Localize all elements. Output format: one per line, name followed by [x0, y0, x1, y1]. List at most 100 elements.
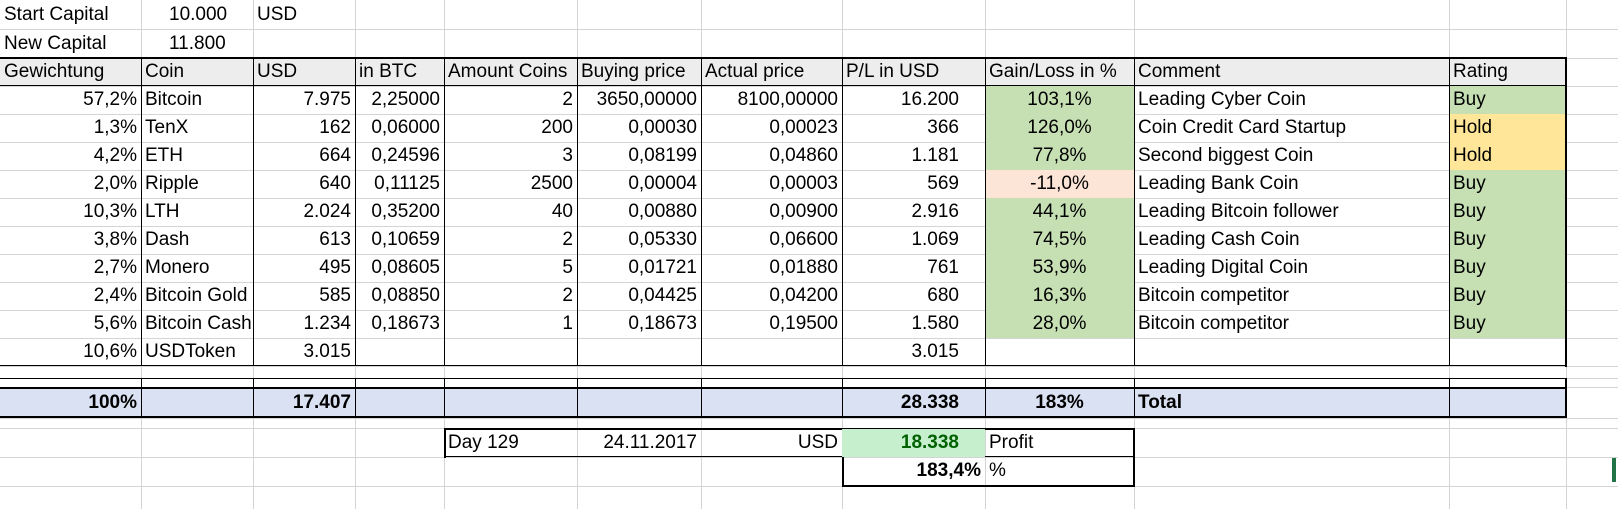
total-gain[interactable]: 183%: [1035, 392, 1084, 413]
cell-gl-1[interactable]: 103,1%: [985, 86, 1134, 114]
cell-act-6[interactable]: 0,06600: [769, 229, 838, 250]
header-gain-loss[interactable]: Gain/Loss in %: [989, 61, 1117, 82]
cell-btc-1[interactable]: 2,25000: [371, 89, 440, 110]
cell-comment-7[interactable]: Leading Digital Coin: [1138, 257, 1309, 278]
cell-usd-3[interactable]: 664: [319, 145, 351, 166]
header-pl-usd[interactable]: P/L in USD: [846, 61, 940, 82]
cell-act-2[interactable]: 0,00023: [769, 117, 838, 138]
cell-buy-1[interactable]: 3650,00000: [596, 89, 697, 110]
cell-buy-3[interactable]: 0,08199: [628, 145, 697, 166]
cell-usd-1[interactable]: 7.975: [303, 89, 351, 110]
cell-act-3[interactable]: 0,04860: [769, 145, 838, 166]
cell-usd-10[interactable]: 3.015: [303, 341, 351, 362]
cell-gl-5[interactable]: 44,1%: [985, 198, 1134, 226]
cell-btc-10[interactable]: [355, 338, 444, 366]
start-capital-label[interactable]: Start Capital: [4, 4, 109, 25]
header-in-btc[interactable]: in BTC: [359, 61, 418, 82]
cell-act-7[interactable]: 0,01880: [769, 257, 838, 278]
cell-pl-10[interactable]: 3.015: [911, 341, 959, 362]
cell-coin-2[interactable]: TenX: [145, 117, 189, 138]
new-capital-value[interactable]: 11.800: [169, 33, 226, 54]
cell-coin-7[interactable]: Monero: [145, 257, 210, 278]
cell-btc-9[interactable]: 0,18673: [371, 313, 440, 334]
cell-gl-4[interactable]: -11,0%: [985, 170, 1134, 198]
summary-profit-value[interactable]: 18.338: [842, 429, 985, 457]
cell-btc-6[interactable]: 0,10659: [371, 229, 440, 250]
cell-usd-5[interactable]: 2.024: [303, 201, 351, 222]
cell-rating-8[interactable]: Buy: [1449, 282, 1566, 310]
cell-rating-5[interactable]: Buy: [1449, 198, 1566, 226]
cell-amt-2[interactable]: 200: [541, 117, 573, 138]
cell-amt-9[interactable]: 1: [562, 313, 573, 334]
summary-currency[interactable]: USD: [797, 432, 838, 453]
cell-rating-1[interactable]: Buy: [1449, 86, 1566, 114]
cell-comment-1[interactable]: Leading Cyber Coin: [1138, 89, 1306, 110]
cell-w-3[interactable]: 4,2%: [93, 145, 137, 166]
summary-percent-unit[interactable]: %: [989, 460, 1006, 481]
cell-pl-7[interactable]: 761: [927, 257, 959, 278]
cell-gl-10[interactable]: [985, 338, 1134, 366]
cell-buy-10[interactable]: [577, 338, 701, 366]
cell-w-5[interactable]: 10,3%: [83, 201, 137, 222]
cell-coin-5[interactable]: LTH: [145, 201, 180, 222]
cell-w-7[interactable]: 2,7%: [93, 257, 137, 278]
start-capital-currency[interactable]: USD: [257, 4, 298, 25]
cell-comment-9[interactable]: Bitcoin competitor: [1138, 313, 1290, 334]
header-coin[interactable]: Coin: [145, 61, 185, 82]
header-buying-price[interactable]: Buying price: [581, 61, 686, 82]
cell-coin-10[interactable]: USDToken: [145, 341, 236, 362]
cell-amt-8[interactable]: 2: [562, 285, 573, 306]
cell-w-1[interactable]: 57,2%: [83, 89, 137, 110]
cell-amt-10[interactable]: [444, 338, 577, 366]
cell-gl-8[interactable]: 16,3%: [985, 282, 1134, 310]
total-usd[interactable]: 17.407: [292, 392, 351, 413]
total-weight[interactable]: 100%: [88, 392, 137, 413]
cell-btc-4[interactable]: 0,11125: [374, 173, 440, 194]
cell-usd-4[interactable]: 640: [319, 173, 351, 194]
cell-amt-7[interactable]: 5: [562, 257, 573, 278]
cell-pl-9[interactable]: 1.580: [911, 313, 959, 334]
cell-buy-7[interactable]: 0,01721: [628, 257, 697, 278]
summary-day[interactable]: Day 129: [448, 432, 519, 453]
cell-act-10[interactable]: [701, 338, 842, 366]
cell-usd-2[interactable]: 162: [319, 117, 351, 138]
cell-amt-4[interactable]: 2500: [530, 173, 573, 194]
sheet-edge-handle[interactable]: [1612, 458, 1616, 482]
cell-rating-4[interactable]: Buy: [1449, 170, 1566, 198]
cell-gl-9[interactable]: 28,0%: [985, 310, 1134, 338]
cell-pl-4[interactable]: 569: [927, 173, 959, 194]
cell-usd-7[interactable]: 495: [319, 257, 351, 278]
cell-w-4[interactable]: 2,0%: [93, 173, 137, 194]
cell-comment-5[interactable]: Leading Bitcoin follower: [1138, 201, 1339, 222]
total-label[interactable]: Total: [1138, 392, 1182, 413]
header-comment[interactable]: Comment: [1138, 61, 1221, 82]
cell-act-5[interactable]: 0,00900: [769, 201, 838, 222]
cell-buy-6[interactable]: 0,05330: [628, 229, 697, 250]
header-rating[interactable]: Rating: [1453, 61, 1508, 82]
cell-w-9[interactable]: 5,6%: [93, 313, 137, 334]
header-actual-price[interactable]: Actual price: [705, 61, 805, 82]
cell-comment-10[interactable]: [1134, 338, 1449, 366]
cell-pl-8[interactable]: 680: [927, 285, 959, 306]
cell-amt-3[interactable]: 3: [562, 145, 573, 166]
total-pl[interactable]: 28.338: [900, 392, 959, 413]
cell-coin-1[interactable]: Bitcoin: [145, 89, 203, 110]
cell-usd-6[interactable]: 613: [319, 229, 351, 250]
cell-gl-2[interactable]: 126,0%: [985, 114, 1134, 142]
cell-pl-1[interactable]: 16.200: [900, 89, 959, 110]
cell-comment-8[interactable]: Bitcoin competitor: [1138, 285, 1290, 306]
cell-buy-5[interactable]: 0,00880: [628, 201, 697, 222]
cell-rating-9[interactable]: Buy: [1449, 310, 1566, 338]
cell-buy-4[interactable]: 0,00004: [628, 173, 697, 194]
cell-coin-6[interactable]: Dash: [145, 229, 190, 250]
cell-comment-3[interactable]: Second biggest Coin: [1138, 145, 1314, 166]
cell-rating-2[interactable]: Hold: [1449, 114, 1566, 142]
cell-comment-2[interactable]: Coin Credit Card Startup: [1138, 117, 1347, 138]
cell-pl-6[interactable]: 1.069: [911, 229, 959, 250]
header-amount-coins[interactable]: Amount Coins: [448, 61, 568, 82]
cell-amt-1[interactable]: 2: [562, 89, 573, 110]
cell-gl-6[interactable]: 74,5%: [985, 226, 1134, 254]
summary-profit-label[interactable]: Profit: [989, 432, 1034, 453]
cell-comment-6[interactable]: Leading Cash Coin: [1138, 229, 1300, 250]
cell-w-2[interactable]: 1,3%: [93, 117, 137, 138]
